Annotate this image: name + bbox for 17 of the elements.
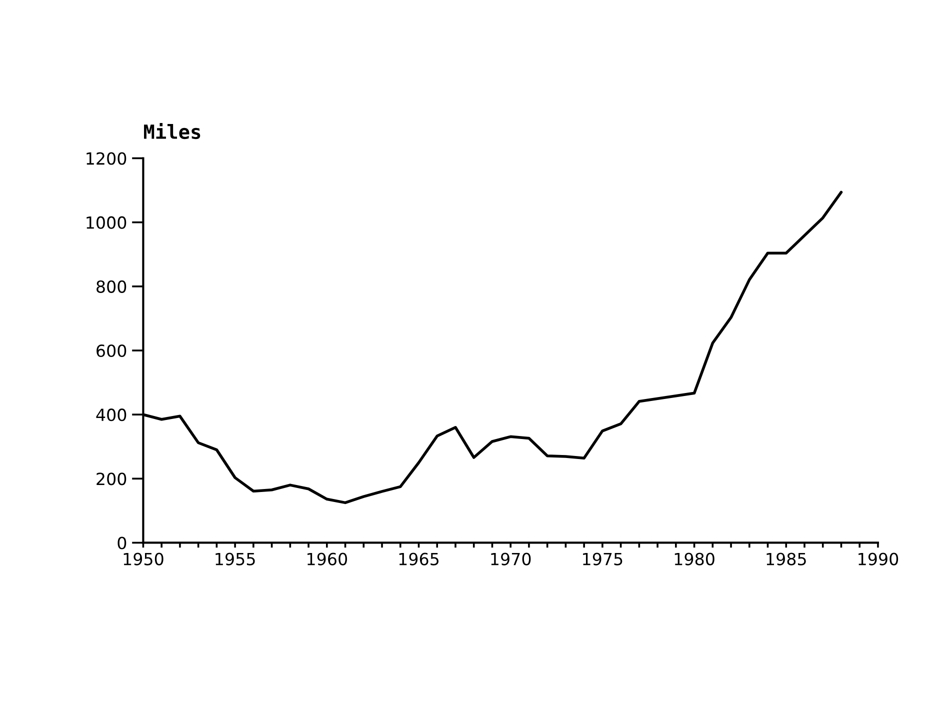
y-tick-label: 0 [118,536,126,550]
y-axis-title: Miles [144,123,200,140]
y-tick-label: 1200 [86,152,126,165]
x-tick-label: 1965 [399,552,438,566]
x-tick-label: 1950 [124,552,164,566]
x-tick-label: 1955 [216,552,255,566]
y-tick-label: 600 [96,344,126,358]
y-tick-label: 1000 [86,216,126,229]
x-tick-label: 1975 [583,552,622,566]
x-tick-label: 1970 [491,552,531,566]
x-tick-label: 1985 [766,552,806,566]
x-tick-label: 1960 [308,552,347,566]
x-tick-label: 1990 [858,552,898,566]
x-tick-label: 1980 [674,552,714,566]
y-tick-label: 800 [96,280,126,293]
y-tick-label: 200 [96,472,126,486]
y-tick-label: 400 [96,408,126,422]
